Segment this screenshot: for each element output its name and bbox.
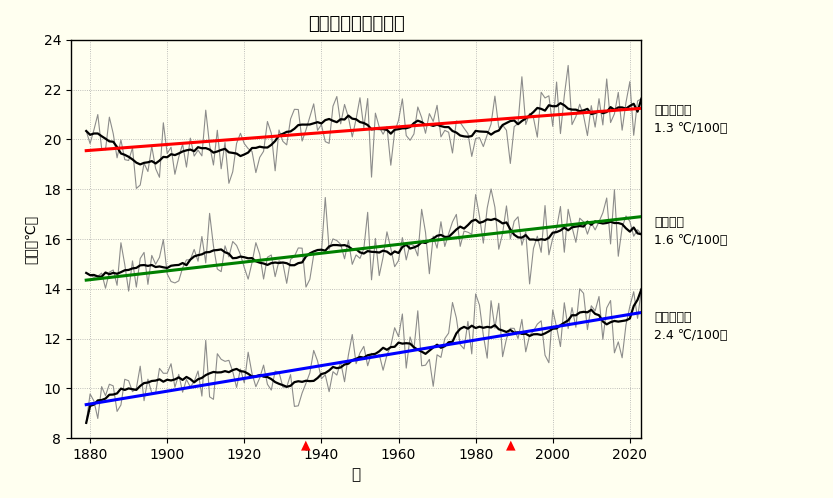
Text: 日最高気温
1.3 ℃/100年: 日最高気温 1.3 ℃/100年	[654, 104, 727, 135]
Text: ▲: ▲	[302, 438, 311, 451]
X-axis label: 年: 年	[352, 468, 361, 483]
Text: 日最低気温
2.4 ℃/100年: 日最低気温 2.4 ℃/100年	[654, 311, 727, 342]
Text: ▲: ▲	[506, 438, 515, 451]
Y-axis label: 気温（℃）: 気温（℃）	[24, 215, 37, 263]
Title: 広島の年気温３要素: 広島の年気温３要素	[307, 15, 405, 33]
Text: 平均気温
1.6 ℃/100年: 平均気温 1.6 ℃/100年	[654, 216, 727, 247]
